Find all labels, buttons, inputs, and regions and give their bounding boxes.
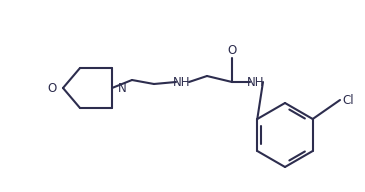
Text: Cl: Cl xyxy=(342,94,354,107)
Text: NH: NH xyxy=(247,75,265,89)
Text: O: O xyxy=(48,81,57,94)
Text: N: N xyxy=(118,81,127,94)
Text: NH: NH xyxy=(173,75,191,89)
Text: O: O xyxy=(227,45,237,57)
